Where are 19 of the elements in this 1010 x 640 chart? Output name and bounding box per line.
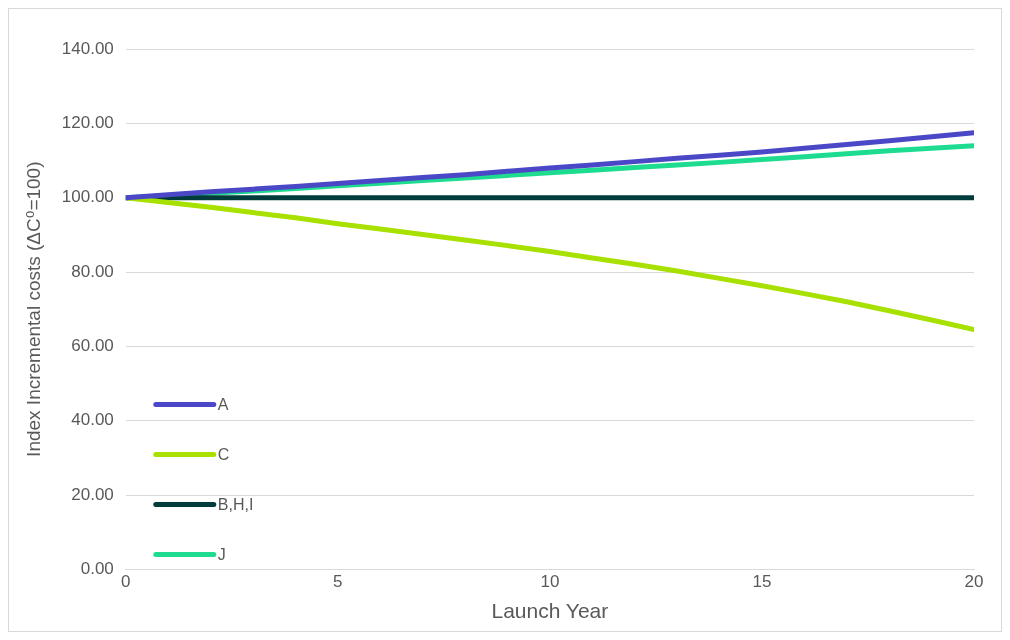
x-tick-label: 20 — [964, 572, 984, 592]
y-tick-label: 0.00 — [80, 559, 114, 579]
y-tick-label: 20.00 — [71, 484, 114, 504]
x-tick-label: 15 — [752, 572, 772, 592]
y-tick-label: 140.00 — [61, 38, 114, 58]
y-tick-label: 40.00 — [71, 410, 114, 430]
y-axis-title: Index Incremental costs (ΔC⁰=100) — [22, 161, 44, 457]
legend-label: J — [217, 545, 226, 563]
y-tick-label: 80.00 — [71, 261, 114, 281]
x-tick-label: 10 — [540, 572, 560, 592]
y-tick-label: 60.00 — [71, 336, 114, 356]
x-tick-label: 5 — [333, 572, 343, 592]
legend-label: B,H,I — [217, 495, 254, 513]
x-tick-label: 0 — [121, 572, 131, 592]
legend-label: A — [217, 395, 229, 413]
y-tick-label: 120.00 — [61, 113, 114, 133]
x-axis-title: Launch Year — [491, 599, 609, 623]
y-tick-label: 100.00 — [61, 187, 114, 207]
legend-label: C — [217, 445, 230, 463]
